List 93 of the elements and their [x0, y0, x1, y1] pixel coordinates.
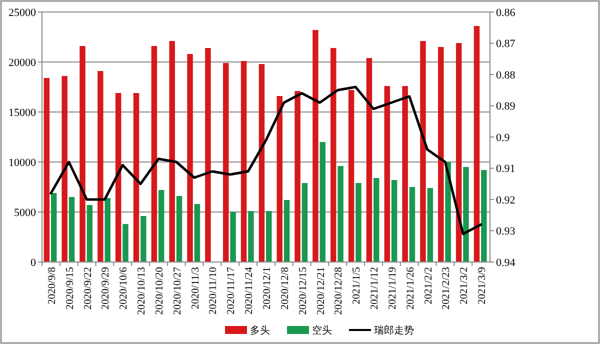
bar — [205, 48, 211, 262]
bar — [348, 90, 354, 262]
bar — [402, 86, 408, 262]
x-tick-label: 2020/10/13 — [136, 267, 148, 315]
bar — [356, 183, 362, 262]
bar — [248, 211, 254, 262]
x-tick-label: 2021/1/19 — [387, 267, 398, 310]
y2-tick-label: 0.94 — [496, 256, 516, 269]
bar — [438, 47, 444, 262]
bar — [427, 188, 434, 262]
bar — [258, 64, 265, 262]
bar — [366, 58, 372, 262]
y-tick-label: 25000 — [8, 6, 36, 19]
line-series — [50, 86, 482, 236]
bar — [158, 190, 164, 262]
y-tick-label: 0 — [30, 256, 36, 269]
x-tick-label: 2020/12/15 — [298, 267, 309, 315]
bar — [294, 91, 300, 262]
bar — [391, 180, 398, 262]
x-tick-label: 2021/1/5 — [352, 267, 363, 304]
x-tick-label: 2020/9/15 — [64, 267, 76, 310]
bar — [169, 41, 175, 262]
bar — [481, 170, 487, 262]
bar — [50, 193, 57, 262]
x-tick-label: 2020/9/22 — [82, 267, 94, 310]
x-tick-label: 2020/10/6 — [118, 267, 130, 310]
bar — [122, 224, 128, 262]
bar — [133, 93, 140, 262]
bar — [98, 71, 104, 262]
y2-tick-label: 0.86 — [496, 6, 516, 19]
bar — [80, 46, 86, 262]
x-tick-label: 2020/11/10 — [208, 267, 220, 314]
bar — [320, 142, 326, 262]
bar — [409, 187, 416, 262]
legend-label: 多头 — [250, 324, 270, 336]
bar — [86, 205, 93, 262]
bar — [456, 43, 462, 262]
x-tick-label: 2021/2/23 — [441, 267, 452, 310]
bar — [62, 76, 68, 262]
y-tick-label: 10000 — [8, 156, 36, 169]
x-tick-label: 2020/12/8 — [280, 267, 291, 310]
bar — [68, 197, 75, 262]
y2-tick-label: 0.89 — [496, 100, 516, 113]
bar — [266, 211, 272, 262]
y2-tick-label: 0.9 — [496, 132, 510, 144]
x-tick-label: 2020/11/17 — [226, 267, 238, 314]
bar — [222, 63, 229, 262]
bar — [151, 46, 158, 262]
bar — [230, 212, 236, 262]
y-tick-label: 20000 — [8, 56, 36, 69]
x-tick-label: 2020/12/1 — [262, 267, 273, 310]
y2-tick-label: 0.88 — [496, 69, 516, 82]
bar — [240, 61, 247, 262]
bar — [330, 48, 336, 262]
y2-tick-label: 0.92 — [496, 194, 516, 206]
x-tick-label: 2020/12/28 — [334, 267, 345, 315]
y2-tick-label: 0.91 — [496, 163, 516, 176]
y2-tick-label: 0.93 — [496, 226, 516, 238]
y-tick-label: 5000 — [14, 206, 36, 219]
bar — [312, 30, 318, 262]
x-tick-label: 2021/1/26 — [405, 267, 416, 310]
bar — [176, 196, 182, 262]
bar — [445, 162, 451, 262]
bar — [115, 93, 122, 262]
bar — [140, 216, 146, 262]
x-tick-label: 2020/10/20 — [154, 267, 166, 315]
bar — [44, 78, 50, 262]
x-tick-label: 2021/3/9 — [477, 267, 488, 304]
bar — [187, 54, 193, 262]
bar — [384, 86, 390, 262]
x-tick-label: 2020/12/21 — [316, 267, 327, 315]
x-tick-label: 2020/11/24 — [244, 266, 256, 314]
x-tick-label: 2020/10/27 — [172, 267, 184, 315]
bar — [284, 200, 290, 262]
legend-label: 瑞郎走势 — [374, 324, 414, 336]
bar — [374, 178, 380, 262]
x-tick-label: 2021/1/12 — [370, 267, 381, 310]
bar — [474, 26, 480, 262]
x-tick-label: 2021/3/2 — [459, 267, 470, 304]
bar — [420, 41, 426, 262]
y-tick-label: 15000 — [8, 106, 36, 119]
x-tick-label: 2020/11/3 — [190, 267, 202, 310]
bar — [463, 167, 469, 262]
x-tick-label: 2021/2/2 — [423, 267, 434, 304]
x-tick-label: 2020/9/8 — [46, 267, 58, 304]
y2-tick-label: 0.87 — [496, 38, 516, 50]
bar — [194, 204, 200, 262]
bar — [302, 183, 308, 262]
bar — [276, 96, 282, 262]
bar — [104, 198, 110, 262]
x-tick-label: 2020/9/29 — [100, 267, 112, 310]
legend-label: 空头 — [312, 324, 332, 336]
bar — [338, 166, 344, 262]
